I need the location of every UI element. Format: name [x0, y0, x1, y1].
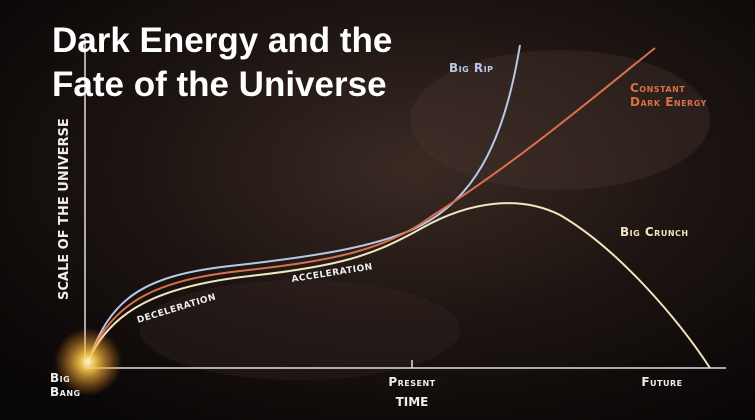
big-crunch-label: Big Crunch: [620, 225, 689, 239]
constant-label: Constant: [630, 81, 685, 95]
big-rip-label: Big Rip: [449, 61, 493, 75]
constant-curve: [87, 47, 656, 363]
big-bang-label: Bang: [50, 385, 81, 399]
big-crunch-curve: [87, 202, 711, 369]
constant-label: Dark Energy: [630, 95, 707, 109]
big-rip-curve: [87, 44, 521, 363]
future-label: Future: [641, 375, 682, 389]
nebula: [410, 50, 710, 190]
title-line: Dark Energy and the: [52, 21, 392, 60]
x-axis-label: TIME: [396, 395, 429, 409]
y-axis-label: SCALE OF THE UNIVERSE: [57, 118, 72, 300]
big-bang-glow: [54, 328, 122, 396]
nebula: [140, 280, 460, 380]
big-bang-label: Big: [50, 371, 70, 385]
present-label: Present: [388, 375, 435, 389]
title-line: Fate of the Universe: [52, 65, 387, 104]
